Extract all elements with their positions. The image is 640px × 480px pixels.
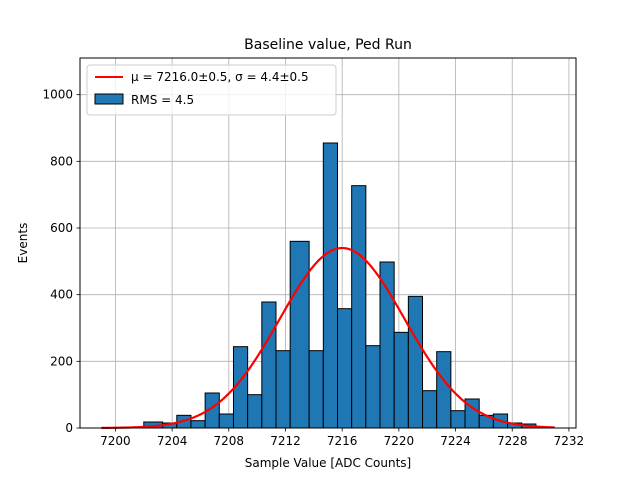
x-tick-label: 7224 [440, 434, 471, 448]
histogram-bar [365, 345, 381, 429]
histogram-bar [247, 394, 263, 429]
x-tick-label: 7212 [270, 434, 301, 448]
histogram-bar [275, 350, 291, 429]
legend: μ = 7216.0±0.5, σ = 4.4±0.5 RMS = 4.5 [86, 64, 337, 116]
histogram-bar [218, 413, 234, 429]
gaussian-fit-curve [101, 246, 555, 429]
x-tick-label: 7228 [497, 434, 528, 448]
x-tick-label: 7200 [100, 434, 131, 448]
y-tick-label: 400 [50, 288, 73, 302]
histogram-bar [308, 350, 324, 429]
x-tick-label: 7204 [157, 434, 188, 448]
histogram-bar [190, 420, 206, 429]
x-axis-label: Sample Value [ADC Counts] [245, 456, 411, 470]
y-tick-label: 0 [65, 421, 73, 435]
histogram-bar [436, 351, 452, 429]
x-axis: 7200 7204 7208 7212 7216 7220 7224 7228 7232 [100, 428, 584, 448]
histogram-bar [336, 308, 353, 429]
y-tick-label: 600 [50, 221, 73, 235]
histogram-bar [351, 185, 367, 429]
histogram-bar [289, 240, 310, 429]
x-tick-label: 7220 [384, 434, 415, 448]
x-tick-label: 7232 [554, 434, 585, 448]
histogram-bar [379, 261, 395, 429]
y-tick-label: 1000 [42, 88, 73, 102]
histogram-bar [450, 410, 466, 429]
y-tick-label: 200 [50, 354, 73, 368]
histogram-bar [322, 142, 338, 429]
legend-histogram-label: RMS = 4.5 [131, 93, 194, 107]
histogram-bar [422, 390, 438, 429]
legend-fit-label: μ = 7216.0±0.5, σ = 4.4±0.5 [131, 70, 309, 84]
histogram-bar [407, 295, 424, 429]
plot-frame [79, 57, 577, 429]
y-axis: 0 200 400 600 800 1000 [42, 88, 80, 435]
histogram-bar [393, 331, 409, 429]
y-tick-label: 800 [50, 154, 73, 168]
fit-curve-group [101, 246, 555, 429]
legend-histogram-swatch [94, 93, 124, 105]
chart-title: Baseline value, Ped Run [244, 37, 412, 53]
x-tick-label: 7216 [327, 434, 358, 448]
legend-box [86, 64, 337, 116]
y-axis-label: Events [16, 223, 30, 264]
histogram-bar [261, 301, 277, 429]
x-tick-label: 7208 [214, 434, 245, 448]
